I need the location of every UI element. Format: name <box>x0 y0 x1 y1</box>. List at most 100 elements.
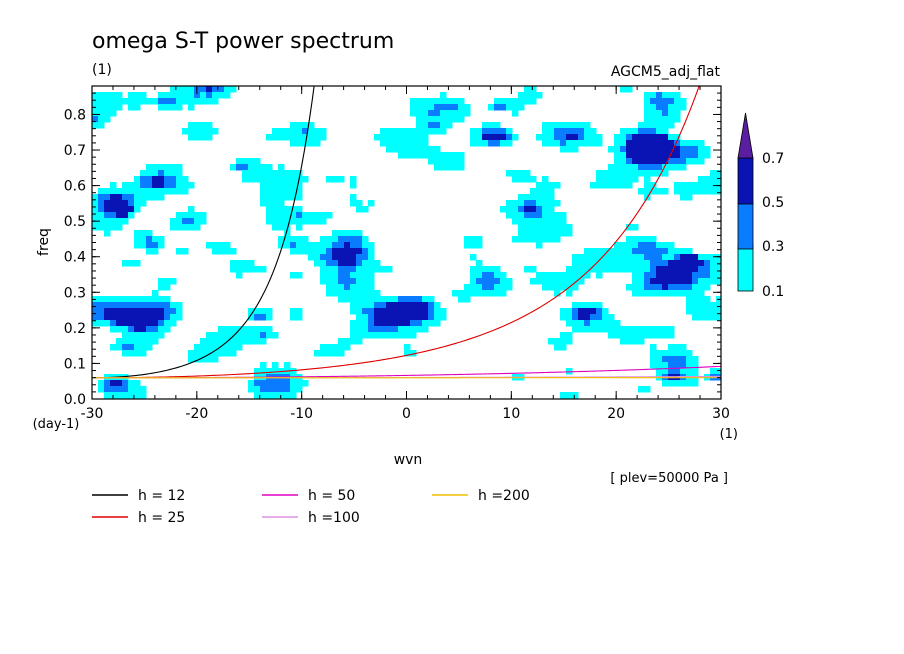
contour-cell <box>296 380 303 387</box>
contour-cell <box>122 350 129 357</box>
contour-cell <box>596 176 603 183</box>
contour-cell <box>650 254 657 261</box>
contour-cell <box>554 338 561 345</box>
contour-cell <box>500 278 507 285</box>
contour-cell <box>128 200 135 207</box>
contour-cell <box>170 176 177 183</box>
contour-cell <box>350 236 357 243</box>
contour-cell <box>374 302 381 309</box>
contour-cell <box>164 182 171 189</box>
contour-cell <box>242 170 249 177</box>
contour-cell <box>512 206 519 213</box>
contour-cell <box>266 212 273 219</box>
contour-cell <box>602 170 609 177</box>
contour-cell <box>554 278 561 285</box>
contour-cell <box>578 308 585 315</box>
contour-cell <box>470 140 477 147</box>
contour-cell <box>362 266 369 273</box>
contour-cell <box>332 284 339 291</box>
contour-cell <box>212 92 219 99</box>
contour-cell <box>284 218 291 225</box>
contour-cell <box>482 290 489 297</box>
contour-cell <box>122 194 129 201</box>
contour-cell <box>176 308 183 315</box>
contour-cell <box>710 188 717 195</box>
contour-cell <box>128 296 135 303</box>
contour-cell <box>596 182 603 189</box>
contour-cell <box>506 104 513 111</box>
contour-cell <box>638 242 645 249</box>
contour-cell <box>644 242 651 249</box>
contour-cell <box>302 128 309 135</box>
contour-cell <box>686 368 693 375</box>
contour-cell <box>638 122 645 129</box>
x-tick-label: 0 <box>402 406 411 422</box>
contour-cell <box>128 326 135 333</box>
x-tick-label: 10 <box>502 406 520 422</box>
contour-cell <box>434 104 441 111</box>
contour-cell <box>320 236 327 243</box>
contour-cell <box>152 332 159 339</box>
contour-cell <box>416 314 423 321</box>
contour-cell <box>686 302 693 309</box>
contour-cell <box>92 224 99 231</box>
contour-cell <box>104 104 111 111</box>
contour-cell <box>158 320 165 327</box>
contour-cell <box>668 290 675 297</box>
contour-cell <box>176 212 183 219</box>
contour-cell <box>536 218 543 225</box>
contour-cell <box>404 314 411 321</box>
contour-cell <box>704 314 711 321</box>
contour-cell <box>560 128 567 135</box>
contour-cell <box>638 170 645 177</box>
contour-cell <box>554 236 561 243</box>
contour-cell <box>170 104 177 111</box>
contour-cell <box>140 176 147 183</box>
contour-cell <box>584 248 591 255</box>
contour-cell <box>116 302 123 309</box>
contour-cell <box>110 320 117 327</box>
contour-cell <box>656 164 663 171</box>
contour-cell <box>704 308 711 315</box>
contour-cell <box>614 152 621 159</box>
contour-cell <box>674 146 681 153</box>
contour-cell <box>656 134 663 141</box>
contour-cell <box>266 314 273 321</box>
contour-cell <box>632 170 639 177</box>
contour-cell <box>656 92 663 99</box>
contour-cell <box>206 86 213 93</box>
contour-cell <box>620 266 627 273</box>
contour-cell <box>374 266 381 273</box>
contour-cell <box>566 290 573 297</box>
contour-cell <box>488 128 495 135</box>
contour-cell <box>338 242 345 249</box>
contour-cell <box>518 230 525 237</box>
contour-cell <box>554 200 561 207</box>
contour-cell <box>116 218 123 225</box>
contour-cell <box>542 140 549 147</box>
contour-cell <box>566 392 573 399</box>
contour-cell <box>668 380 675 387</box>
contour-cell <box>560 314 567 321</box>
contour-cell <box>608 146 615 153</box>
contour-cell <box>188 86 195 93</box>
contour-cell <box>506 278 513 285</box>
contour-cell <box>134 314 141 321</box>
contour-cell <box>626 338 633 345</box>
contour-cell <box>704 152 711 159</box>
contour-cell <box>350 332 357 339</box>
contour-cell <box>146 230 153 237</box>
contour-cell <box>572 314 579 321</box>
contour-cell <box>482 278 489 285</box>
contour-cell <box>602 248 609 255</box>
contour-cell <box>458 158 465 165</box>
contour-cell <box>530 224 537 231</box>
contour-cell <box>518 194 525 201</box>
contour-cell <box>158 170 165 177</box>
contour-cell <box>530 200 537 207</box>
contour-cell <box>350 254 357 261</box>
contour-cell <box>350 200 357 207</box>
contour-cell <box>416 140 423 147</box>
contour-cell <box>278 134 285 141</box>
contour-cell <box>140 332 147 339</box>
